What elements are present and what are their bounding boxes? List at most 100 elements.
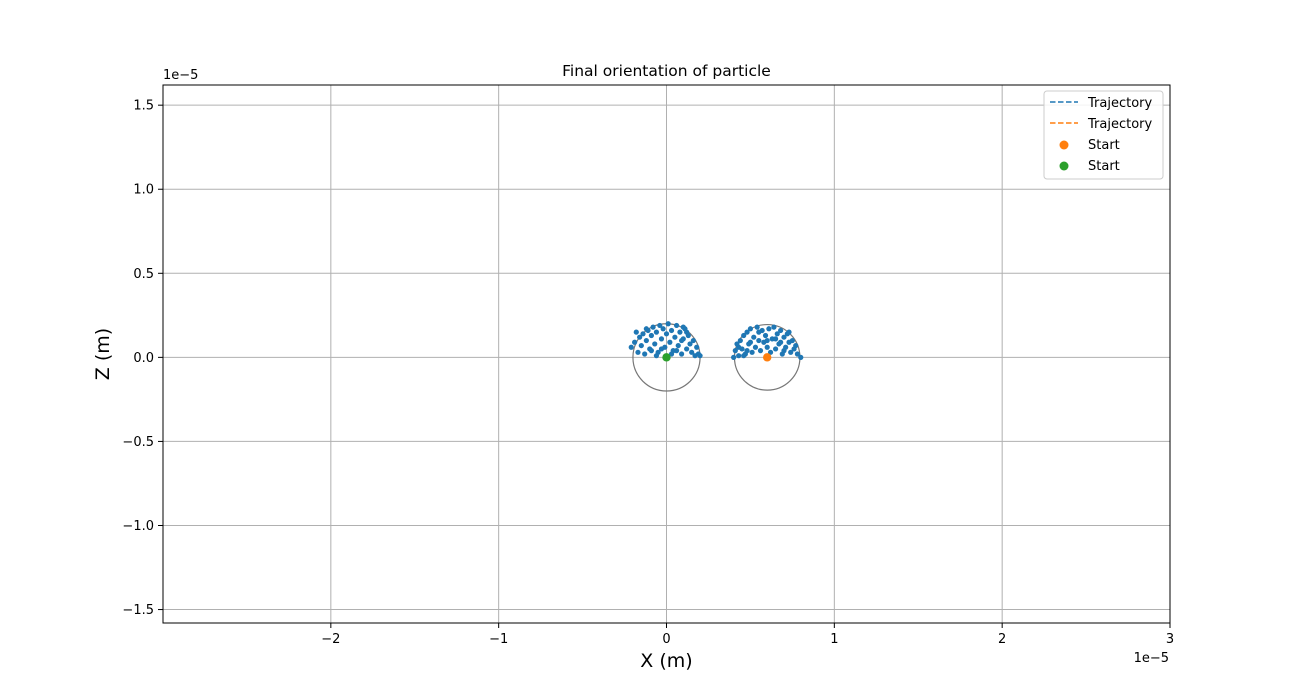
orientation-point bbox=[668, 351, 675, 357]
orientation-point bbox=[648, 348, 654, 354]
orientation-point bbox=[650, 324, 656, 330]
start-marker bbox=[763, 353, 772, 362]
orientation-point bbox=[675, 342, 681, 349]
orientation-point bbox=[774, 331, 780, 337]
x-axis-title: X (m) bbox=[640, 650, 692, 672]
x-tick-label: −1 bbox=[489, 632, 508, 647]
orientation-point bbox=[677, 329, 683, 335]
y-tick-label: 1.0 bbox=[133, 183, 154, 198]
x-axis-offset-label: 1e−5 bbox=[1134, 651, 1169, 666]
orientation-point bbox=[633, 329, 639, 335]
orientation-point bbox=[665, 321, 671, 327]
orientation-point bbox=[731, 354, 737, 360]
orientation-point bbox=[778, 339, 784, 345]
orientation-point bbox=[754, 324, 760, 330]
orientation-point bbox=[640, 331, 646, 337]
orientation-point bbox=[673, 322, 680, 329]
start-marker bbox=[662, 353, 671, 362]
orientation-point bbox=[673, 348, 680, 354]
orientation-point bbox=[736, 344, 742, 350]
orientation-point bbox=[762, 332, 769, 339]
orientation-point bbox=[744, 348, 750, 354]
orientation-point bbox=[749, 349, 755, 355]
orientation-point bbox=[680, 324, 686, 330]
orientation-point bbox=[772, 346, 779, 352]
orientation-point bbox=[635, 349, 641, 355]
legend-items: Trajectory Trajectory Start Start bbox=[1050, 96, 1152, 174]
orientation-point bbox=[632, 339, 638, 345]
orientation-point bbox=[752, 344, 759, 350]
orientation-point bbox=[628, 344, 634, 350]
orientation-point bbox=[672, 334, 678, 340]
orientation-point bbox=[786, 329, 792, 335]
orientation-point bbox=[638, 342, 644, 349]
orientation-point bbox=[736, 353, 742, 359]
orientation-point bbox=[798, 354, 804, 360]
x-tick-label: −2 bbox=[321, 632, 340, 647]
orientation-point bbox=[697, 353, 703, 359]
y-axis-title: Z (m) bbox=[92, 328, 114, 380]
x-tick-label: 1 bbox=[830, 632, 838, 647]
chart-title: Final orientation of particle bbox=[562, 62, 771, 80]
orientation-point bbox=[658, 336, 665, 342]
legend-marker-swatch bbox=[1059, 161, 1069, 171]
orientation-point bbox=[781, 348, 787, 354]
orientation-point bbox=[772, 336, 779, 342]
orientation-point bbox=[789, 337, 795, 344]
orientation-point bbox=[643, 337, 649, 344]
orientation-point bbox=[781, 334, 787, 340]
orientation-point bbox=[643, 326, 649, 332]
orientation-point bbox=[788, 349, 794, 355]
orientation-point bbox=[689, 349, 695, 355]
orientation-point bbox=[744, 329, 750, 335]
orientation-point bbox=[767, 349, 774, 355]
orientation-point bbox=[684, 329, 690, 335]
orientation-point bbox=[764, 337, 770, 344]
orientation-point bbox=[667, 339, 673, 345]
legend-label: Start bbox=[1088, 138, 1120, 153]
orientation-point bbox=[657, 322, 663, 329]
orientation-point bbox=[653, 353, 660, 359]
legend: Trajectory Trajectory Start Start bbox=[1043, 90, 1164, 180]
orientation-point bbox=[694, 344, 700, 350]
orientation-point bbox=[648, 332, 654, 339]
y-tick-label: 0.0 bbox=[133, 351, 154, 366]
orientation-point bbox=[757, 348, 764, 354]
orientation-point bbox=[658, 346, 665, 352]
y-axis-offset-label: 1e−5 bbox=[163, 68, 198, 83]
orientation-point bbox=[747, 339, 754, 345]
x-tick-label: 3 bbox=[1166, 632, 1174, 647]
orientation-point bbox=[642, 351, 648, 357]
orientation-point bbox=[660, 326, 666, 332]
orientation-point bbox=[679, 351, 685, 357]
y-tick-label: −0.5 bbox=[122, 435, 154, 450]
orientation-point bbox=[653, 329, 660, 335]
orientation-point bbox=[771, 324, 777, 330]
orientation-point bbox=[687, 341, 693, 347]
orientation-point bbox=[684, 346, 690, 352]
orientation-point bbox=[652, 341, 658, 347]
legend-label: Trajectory bbox=[1087, 96, 1152, 111]
orientation-point bbox=[766, 326, 772, 332]
orientation-point bbox=[793, 342, 799, 349]
orientation-point bbox=[764, 344, 770, 350]
axis-ticks: −2 −1 0 1 2 3 −1.5 −1.0 −0.5 0.0 0.5 1.0 1.5 bbox=[122, 99, 1174, 647]
orientation-point bbox=[737, 337, 743, 344]
y-tick-label: −1.0 bbox=[122, 519, 154, 534]
start-markers bbox=[662, 353, 772, 362]
y-tick-label: −1.5 bbox=[122, 603, 154, 618]
orientation-point bbox=[741, 332, 747, 339]
orientation-point bbox=[690, 337, 696, 344]
y-tick-label: 1.5 bbox=[133, 99, 154, 114]
orientation-point bbox=[668, 327, 675, 334]
orientation-point bbox=[756, 337, 762, 344]
orientation-point bbox=[778, 327, 784, 334]
orientation-point bbox=[756, 329, 762, 335]
orientation-point bbox=[794, 351, 801, 357]
legend-marker-swatch bbox=[1059, 140, 1069, 150]
legend-label: Start bbox=[1088, 159, 1120, 174]
orientation-points bbox=[628, 321, 804, 360]
legend-box bbox=[1043, 90, 1164, 180]
